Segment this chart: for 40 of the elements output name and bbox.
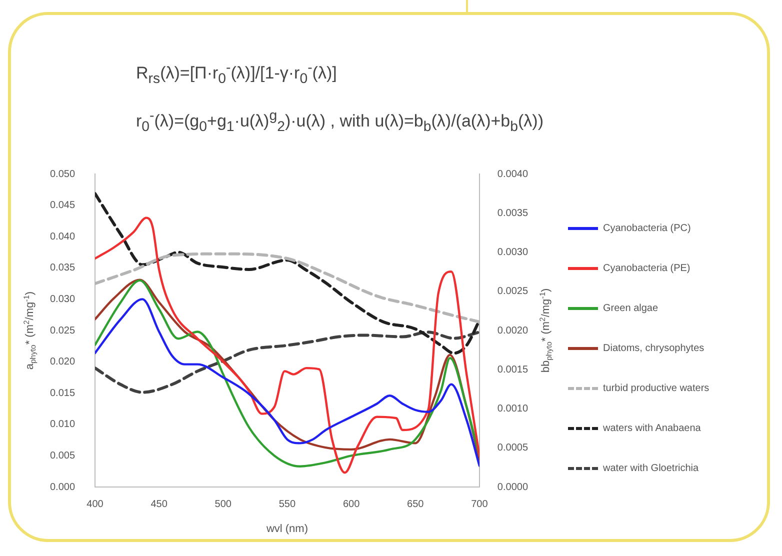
y-tick-label: 0.035 [50,262,76,274]
x-tick-label: 550 [278,498,296,510]
line-series [95,216,480,474]
legend-label: Diatoms, chrysophytes [603,342,704,354]
x-tick-label: 600 [342,498,360,510]
legend-label: Cyanobacteria (PE) [603,262,690,274]
y-tick-label: 0.025 [50,325,76,336]
y-tick-label: 0.030 [50,294,76,305]
legend-label: turbid productive waters [603,382,710,394]
x-tick-label: 450 [150,498,168,510]
y2-tick-label: 0.0005 [497,442,528,454]
x-axis-title: wvl (nm) [265,523,308,536]
x-tick-label: 650 [407,498,424,510]
x-tick-label: 500 [214,498,232,510]
y2-tick-label: 0.0020 [497,325,528,336]
y-tick-label: 0.015 [50,388,76,399]
x-tick-label: 700 [471,498,488,510]
line-series [95,192,480,355]
y-tick-label: 0.005 [50,450,76,462]
legend-label: water with Gloetrichia [603,462,699,474]
y2-tick-label: 0.0010 [497,404,528,414]
chart-title: R$_{rs}$(λ)=[Π·r$_{0}$$^{-}$(λ)]/[1-γ·r$_{0}$$^{-}$(λ)] [136,60,337,88]
y-tick-label: 0.040 [50,231,76,242]
text: r$_{0}$$^{-}$(λ)=(g$_{0}$+g$_{1}$·u(λ)$^{g}$$_{2}$)·u(λ) , with u(λ)=b$_{b}$(λ)/(a(λ)+b$_{b}$(λ)) [136,108,544,136]
legend-label: Green algae [603,302,658,314]
legend-label: waters with Anabaena [603,422,701,434]
y-tick-label: 0.010 [50,419,76,430]
y2-tick-label: 0.0015 [497,364,528,376]
y2-tick-label: 0.0000 [497,482,528,493]
y-tick-label: 0.020 [50,356,76,368]
x-tick-label: 400 [86,498,104,510]
y2-tick-label: 0.0035 [497,208,528,219]
legend-label: Cyanobacteria (PC) [603,222,691,234]
line-series [95,330,480,394]
y-tick-label: 0.000 [50,482,76,493]
y2-tick-label: 0.0040 [497,168,528,180]
y-tick-label: 0.045 [50,200,76,212]
y2-tick-label: 0.0030 [497,247,528,258]
y-tick-label: 0.050 [50,168,76,180]
y2-tick-label: 0.0025 [497,286,528,298]
